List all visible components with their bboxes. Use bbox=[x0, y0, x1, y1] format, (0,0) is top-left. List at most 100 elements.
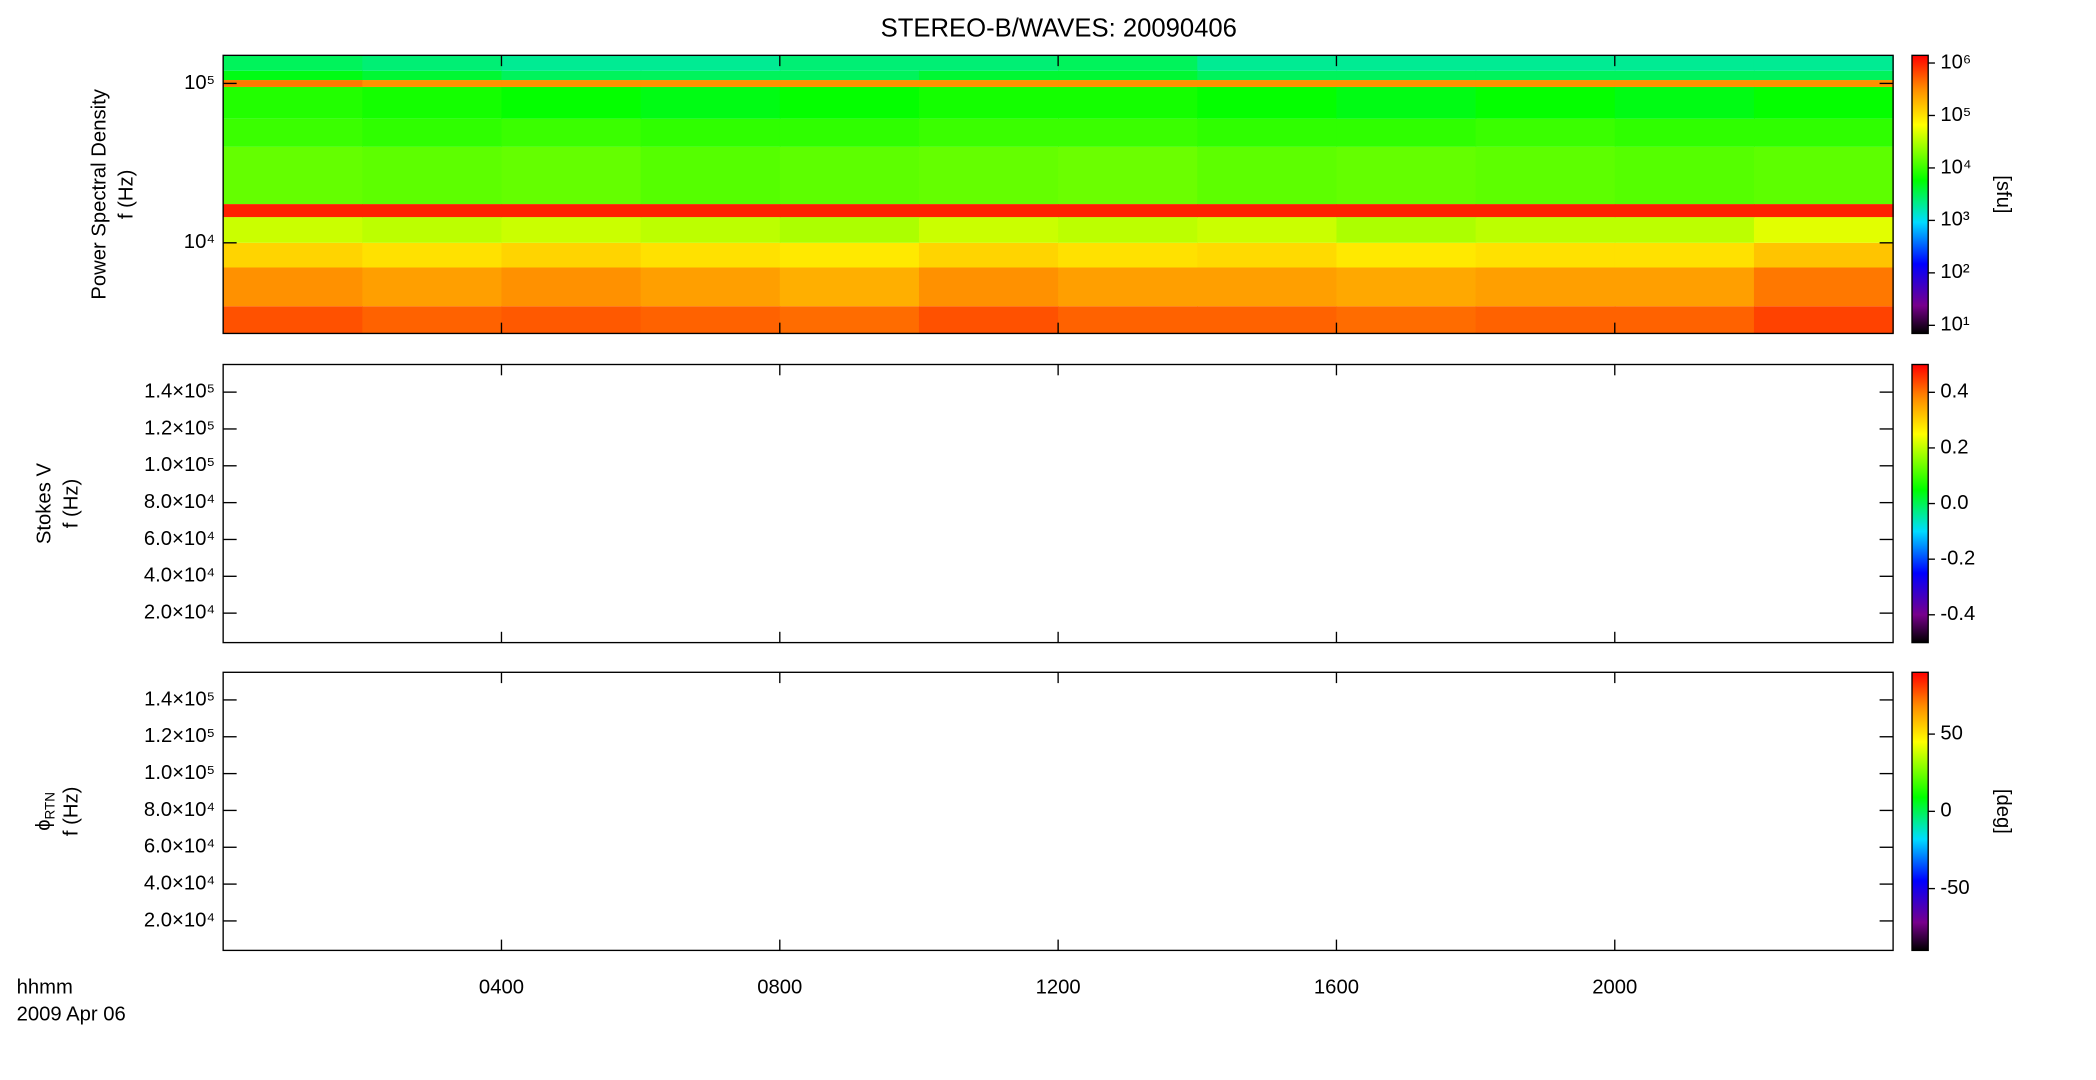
y-axis-label-subscript: RTN bbox=[42, 792, 57, 820]
heatmap-cell bbox=[1614, 55, 1755, 71]
colorbar bbox=[1911, 671, 1929, 952]
heatmap-cell bbox=[1197, 80, 1338, 87]
heatmap-cell bbox=[362, 242, 503, 268]
heatmap-cell bbox=[1753, 80, 1894, 87]
heatmap-cell bbox=[362, 204, 503, 218]
heatmap-cell bbox=[1614, 80, 1755, 87]
colorbar-tick-label: 0.2 bbox=[1940, 436, 1968, 458]
heatmap-cell bbox=[1614, 146, 1755, 205]
heatmap-cell bbox=[223, 55, 363, 71]
heatmap-cell bbox=[1058, 306, 1198, 334]
heatmap-cell bbox=[501, 242, 642, 268]
y-axis-label: Power Spectral Density bbox=[89, 88, 111, 299]
heatmap-cell bbox=[1753, 146, 1894, 205]
colorbar-tick-label: -0.4 bbox=[1940, 603, 1975, 625]
y-tick-label: 2.0×10⁴ bbox=[144, 601, 215, 623]
heatmap-cell bbox=[1753, 242, 1894, 268]
heatmap-cell bbox=[362, 86, 503, 119]
heatmap-cell bbox=[1336, 306, 1477, 334]
colorbar-tick-label: 50 bbox=[1940, 722, 1963, 744]
heatmap-cell bbox=[1336, 80, 1477, 87]
heatmap-cell bbox=[1197, 86, 1338, 119]
heatmap-cell bbox=[640, 217, 781, 243]
heatmap-cell bbox=[1614, 204, 1755, 218]
heatmap-cell bbox=[918, 242, 1059, 268]
heatmap-cell bbox=[223, 80, 363, 87]
colorbar bbox=[1911, 363, 1929, 644]
y-tick-label: 1.2×10⁵ bbox=[144, 725, 215, 747]
heatmap-cell bbox=[362, 146, 503, 205]
heatmap-cell bbox=[1058, 267, 1198, 307]
heatmap-cell bbox=[223, 217, 363, 243]
heatmap-cell bbox=[779, 55, 920, 71]
heatmap-cell bbox=[1614, 70, 1755, 81]
heatmap-cell bbox=[1614, 306, 1755, 334]
heatmap-cell bbox=[1336, 242, 1477, 268]
heatmap-cell bbox=[640, 70, 781, 81]
heatmap-cell bbox=[1475, 70, 1616, 81]
y-axis-label: Stokes V bbox=[33, 463, 55, 545]
heatmap-cell bbox=[779, 217, 920, 243]
heatmap-cell bbox=[640, 118, 781, 147]
heatmap-cell bbox=[640, 242, 781, 268]
heatmap-cell bbox=[1336, 55, 1477, 71]
y-tick-label: 1.2×10⁵ bbox=[144, 417, 215, 439]
colorbar-tick-label: 0 bbox=[1940, 800, 1951, 822]
heatmap-cell bbox=[501, 146, 642, 205]
x-tick-label: 1600 bbox=[1314, 977, 1359, 999]
y-axis-label: f (Hz) bbox=[60, 479, 82, 528]
heatmap-cell bbox=[918, 217, 1059, 243]
y-tick-label: 6.0×10⁴ bbox=[144, 528, 215, 550]
heatmap-cell bbox=[1336, 204, 1477, 218]
y-tick-label: 6.0×10⁴ bbox=[144, 836, 215, 858]
colorbar-tick-label: 0.4 bbox=[1940, 381, 1968, 403]
colorbar-tick-label: 10⁴ bbox=[1940, 156, 1971, 178]
heatmap-cell bbox=[1475, 146, 1616, 205]
colorbar-tick-label: 10² bbox=[1940, 261, 1970, 283]
heatmap-cell bbox=[918, 80, 1059, 87]
x-tick-label: 0400 bbox=[479, 977, 524, 999]
heatmap-cell bbox=[779, 306, 920, 334]
heatmap-cell bbox=[1753, 267, 1894, 307]
x-tick-label: 2000 bbox=[1592, 977, 1637, 999]
heatmap-cell bbox=[501, 86, 642, 119]
heatmap-cell bbox=[640, 80, 781, 87]
heatmap-cell bbox=[501, 267, 642, 307]
heatmap-cell bbox=[1753, 204, 1894, 218]
heatmap-cell bbox=[1753, 118, 1894, 147]
heatmap-cell bbox=[640, 267, 781, 307]
heatmap-cell bbox=[1475, 80, 1616, 87]
heatmap-cell bbox=[362, 267, 503, 307]
heatmap-cell bbox=[501, 55, 642, 71]
heatmap-cell bbox=[1753, 55, 1894, 71]
heatmap-cell bbox=[1475, 204, 1616, 218]
heatmap-cell bbox=[1197, 267, 1338, 307]
colorbar bbox=[1911, 54, 1929, 335]
heatmap-cell bbox=[1336, 267, 1477, 307]
heatmap-cell bbox=[1336, 70, 1477, 81]
heatmap-cell bbox=[1058, 217, 1198, 243]
heatmap-cell bbox=[223, 204, 363, 218]
heatmap-cell bbox=[223, 70, 363, 81]
y-tick-label: 4.0×10⁴ bbox=[144, 872, 215, 894]
heatmap-cell bbox=[362, 306, 503, 334]
heatmap-cell bbox=[1058, 204, 1198, 218]
y-axis-label-symbol: ϕ bbox=[33, 819, 55, 830]
heatmap-cell bbox=[1614, 217, 1755, 243]
colorbar-tick-label: 0.0 bbox=[1940, 492, 1968, 514]
heatmap-cell bbox=[918, 118, 1059, 147]
y-tick-label: 8.0×10⁴ bbox=[144, 799, 215, 821]
y-tick-label: 8.0×10⁴ bbox=[144, 491, 215, 513]
heatmap-cell bbox=[918, 267, 1059, 307]
heatmap-cell bbox=[918, 146, 1059, 205]
heatmap-cell bbox=[918, 70, 1059, 81]
colorbar-tick-label: 10³ bbox=[1940, 209, 1970, 231]
heatmap-cell bbox=[640, 204, 781, 218]
y-axis-label: ϕRTN bbox=[33, 792, 57, 831]
heatmap-cell bbox=[779, 86, 920, 119]
colorbar-tick-label: 10¹ bbox=[1940, 314, 1970, 336]
heatmap-cell bbox=[1058, 146, 1198, 205]
heatmap-cell bbox=[1197, 306, 1338, 334]
heatmap-cell bbox=[1336, 118, 1477, 147]
